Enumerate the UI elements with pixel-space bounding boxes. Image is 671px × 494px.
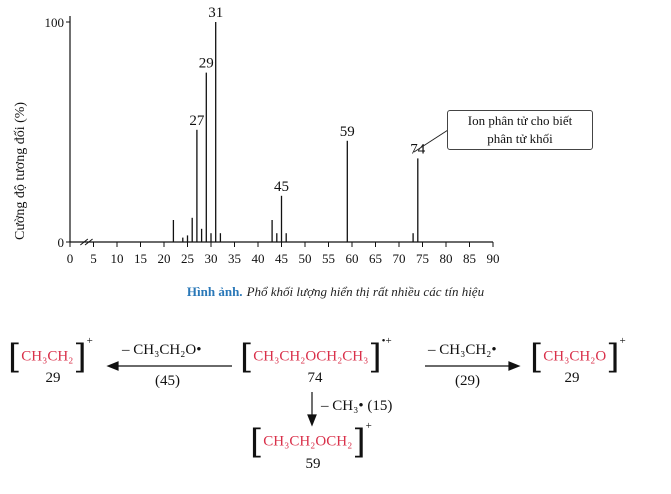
x-tick-label: 50 bbox=[299, 251, 312, 266]
x-tick-label: 55 bbox=[322, 251, 335, 266]
peak-label: 59 bbox=[340, 124, 355, 140]
ion-down-formula: CH₃CH₂OCH₂ bbox=[263, 433, 353, 450]
ion-center: [CH₃CH₂OCH₂CH₃]•+ bbox=[240, 335, 392, 377]
y-tick-label: 0 bbox=[58, 235, 65, 250]
ion-center-charge: •+ bbox=[381, 335, 392, 348]
ion-center-mz: 74 bbox=[307, 370, 323, 386]
x-tick-label: 0 bbox=[67, 251, 74, 266]
y-axis-title: Cường độ tương đối (%) bbox=[13, 102, 28, 240]
loss-left: – CH₃CH₂O• bbox=[122, 342, 202, 358]
ion-right-mz: 29 bbox=[564, 370, 580, 386]
x-tick-label: 65 bbox=[369, 251, 382, 266]
x-tick-label: 60 bbox=[346, 251, 359, 266]
peak-label: 29 bbox=[199, 56, 214, 72]
figure-caption: Hình ảnh. Phổ khối lượng hiển thị rất nhi… bbox=[0, 284, 671, 300]
axis-break-mark bbox=[84, 238, 93, 246]
x-tick-label: 35 bbox=[228, 251, 241, 266]
loss-right: – CH₃CH₂• bbox=[428, 342, 497, 358]
callout-line-2: phân tử khối bbox=[487, 131, 553, 146]
x-tick-label: 20 bbox=[158, 251, 171, 266]
x-tick-label: 15 bbox=[134, 251, 147, 266]
loss-down: – CH₃• (15) bbox=[321, 398, 393, 414]
loss-left-mass: (45) bbox=[155, 373, 180, 389]
scheme-arrows bbox=[106, 361, 521, 427]
molecular-ion-callout: Ion phân tử cho biết phân tử khối bbox=[447, 110, 593, 150]
mass-spectrum-chart: 0 5 10 15 20 25 30 35 40 45 50 55 60 65 70 75 80 85 90 0 100… bbox=[13, 5, 500, 266]
x-tick-label: 45 bbox=[275, 251, 288, 266]
callout-line-1: Ion phân tử cho biết bbox=[467, 113, 573, 128]
ion-left: [CH₃CH₂]+ bbox=[8, 335, 93, 377]
x-tick-label: 40 bbox=[252, 251, 265, 266]
x-tick-label: 25 bbox=[181, 251, 194, 266]
x-tick-label: 80 bbox=[440, 251, 453, 266]
loss-right-mass: (29) bbox=[455, 373, 480, 389]
ion-left-formula: CH₃CH₂ bbox=[21, 348, 74, 365]
caption-text: Phổ khối lượng hiển thị rất nhiều các tí… bbox=[246, 284, 485, 299]
y-tick-label: 100 bbox=[45, 15, 65, 30]
ion-right: [CH₃CH₂O]+ bbox=[530, 335, 626, 377]
ion-center-formula: CH₃CH₂OCH₂CH₃ bbox=[253, 348, 369, 365]
x-tick-label: 90 bbox=[487, 251, 500, 266]
x-tick-label: 30 bbox=[205, 251, 218, 266]
x-tick-label: 5 bbox=[90, 251, 97, 266]
caption-prefix: Hình ảnh. bbox=[186, 284, 243, 299]
ion-left-mz: 29 bbox=[45, 370, 61, 386]
peak-label: 27 bbox=[189, 113, 205, 129]
ion-down-charge: + bbox=[365, 420, 372, 433]
x-tick-label: 85 bbox=[463, 251, 476, 266]
ion-right-formula: CH₃CH₂O bbox=[543, 348, 607, 365]
ion-right-charge: + bbox=[619, 335, 626, 348]
callout-connector bbox=[413, 129, 449, 153]
x-tick-label: 10 bbox=[111, 251, 124, 266]
peak-label: 31 bbox=[208, 5, 223, 21]
ion-left-charge: + bbox=[86, 335, 93, 348]
x-tick-label: 70 bbox=[393, 251, 406, 266]
ion-down-mz: 59 bbox=[305, 456, 321, 472]
ion-down: [CH₃CH₂OCH₂]+ bbox=[250, 420, 372, 462]
x-tick-label: 75 bbox=[416, 251, 429, 266]
peak-label: 45 bbox=[274, 179, 289, 195]
axis-break-mark bbox=[80, 238, 89, 246]
